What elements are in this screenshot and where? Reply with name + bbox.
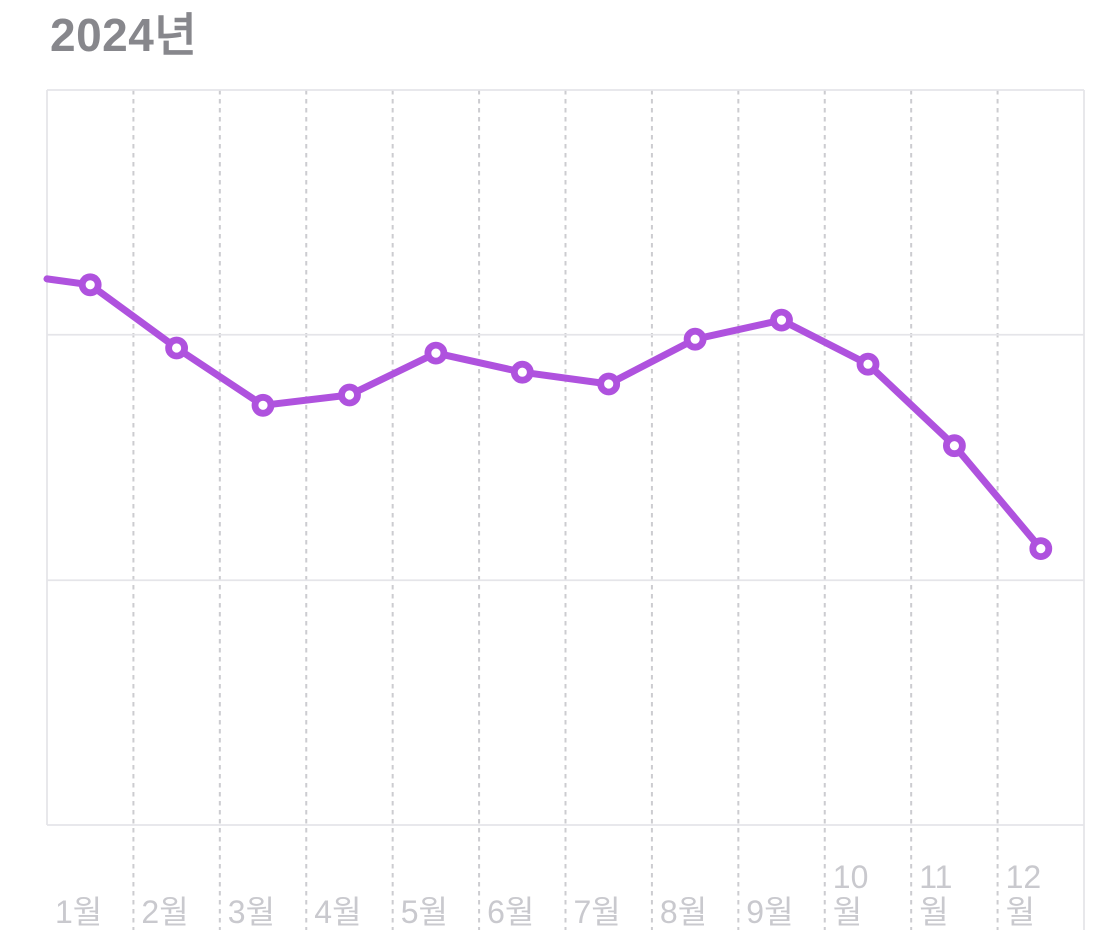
data-point — [943, 434, 966, 458]
data-point — [856, 352, 880, 376]
data-point — [597, 372, 621, 396]
x-axis-label: 3월 — [228, 894, 275, 930]
x-axis-label: 6월 — [487, 894, 534, 930]
x-axis-label: 월 — [919, 894, 948, 930]
x-axis-label: 월 — [1006, 894, 1035, 930]
x-axis-label: 8월 — [660, 894, 707, 930]
plot-frame — [46, 89, 1085, 930]
data-point — [424, 341, 448, 365]
x-axis-label: 5월 — [401, 894, 448, 930]
x-axis-label: 1월 — [55, 894, 102, 930]
x-axis-label: 10 — [833, 859, 869, 895]
data-point — [510, 360, 534, 384]
chart-title: 2024년 — [50, 9, 198, 61]
x-axis-label: 11 — [919, 859, 952, 895]
x-axis-label: 9월 — [746, 894, 793, 930]
data-point — [251, 393, 275, 417]
x-axis-label: 2월 — [141, 894, 188, 930]
data-point — [1029, 537, 1053, 560]
x-axis-label: 7월 — [574, 894, 621, 930]
data-point — [683, 327, 707, 351]
data-point — [770, 308, 793, 332]
series-line — [43, 275, 1045, 553]
x-axis-label: 월 — [833, 894, 862, 930]
data-point — [338, 383, 361, 407]
x-axis-label: 12 — [1006, 859, 1042, 895]
x-axis-label: 4월 — [314, 894, 361, 930]
horizontal-gridlines — [47, 333, 1084, 582]
vertical-gridlines — [132, 90, 999, 930]
data-point — [165, 336, 189, 360]
data-point — [78, 273, 102, 297]
data-point-markers — [78, 273, 1053, 560]
